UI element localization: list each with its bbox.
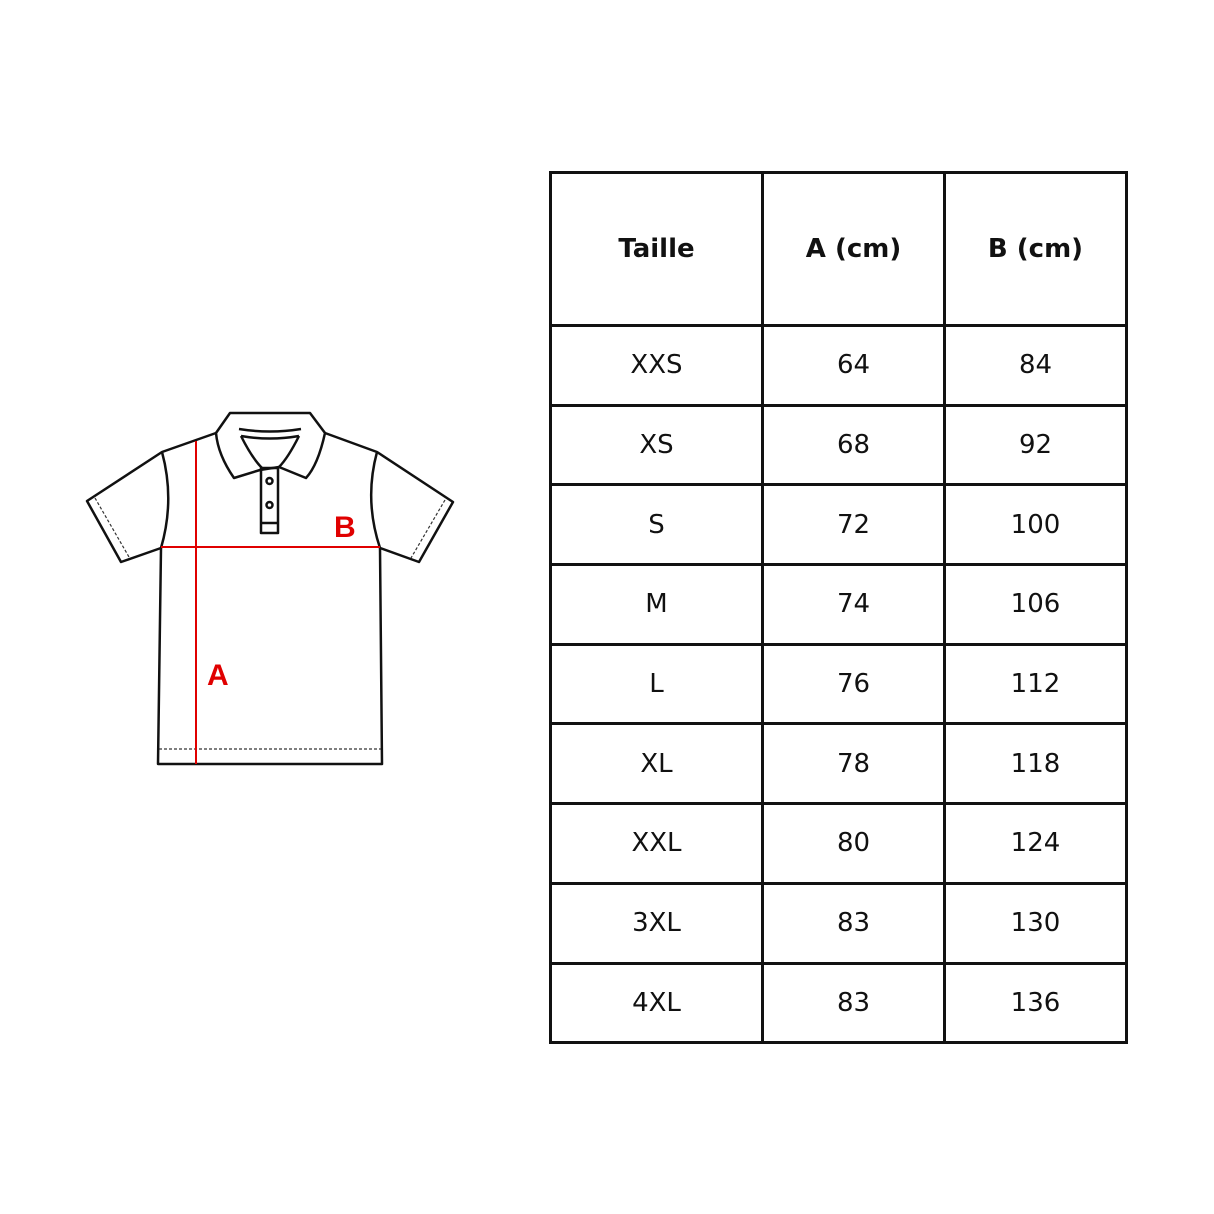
cell-size: XS — [549, 403, 764, 487]
cell-b: 106 — [943, 563, 1128, 646]
cell-size: 3XL — [549, 881, 764, 965]
cell-size: 4XL — [549, 961, 764, 1045]
table-row: XXL 80 124 — [549, 802, 1128, 885]
table-row: M 74 106 — [549, 563, 1128, 646]
cell-b: 84 — [943, 324, 1128, 407]
cell-size: M — [549, 563, 764, 646]
cell-a: 76 — [761, 642, 946, 726]
size-table: Taille A (cm) B (cm) XXS 64 84 XS 68 92 S 72 100… — [549, 171, 1128, 1045]
header-size: Taille — [549, 171, 764, 327]
button — [265, 476, 274, 486]
header-b: B (cm) — [943, 171, 1128, 327]
cell-size: XXS — [549, 324, 764, 407]
cell-a: 74 — [761, 563, 946, 646]
cell-b: 130 — [943, 881, 1128, 965]
table-row: L 76 112 — [549, 642, 1128, 726]
placket — [259, 466, 280, 535]
cell-b: 136 — [943, 961, 1128, 1045]
cell-a: 68 — [761, 403, 946, 487]
cell-b: 112 — [943, 642, 1128, 726]
sleeve-stitch-left — [94, 497, 130, 558]
cell-a: 78 — [761, 722, 946, 806]
sleeve-stitch-right — [410, 499, 446, 559]
cell-a: 64 — [761, 324, 946, 407]
right-armhole — [369, 451, 382, 549]
table-row: S 72 100 — [549, 483, 1128, 567]
cell-b: 118 — [943, 722, 1128, 806]
button — [265, 500, 274, 510]
cell-a: 83 — [761, 881, 946, 965]
cell-size: S — [549, 483, 764, 567]
cell-size: XXL — [549, 802, 764, 885]
header-a: A (cm) — [761, 171, 946, 327]
cell-b: 92 — [943, 403, 1128, 487]
cell-size: XL — [549, 722, 764, 806]
cell-a: 72 — [761, 483, 946, 567]
table-header-row: Taille A (cm) B (cm) — [549, 171, 1128, 327]
cell-a: 83 — [761, 961, 946, 1045]
label-b: B — [334, 511, 356, 544]
table-row: XL 78 118 — [549, 722, 1128, 806]
shirt-body-outline — [85, 431, 455, 766]
left-armhole — [159, 451, 170, 549]
table-row: XXS 64 84 — [549, 324, 1128, 407]
cell-b: 124 — [943, 802, 1128, 885]
cell-a: 80 — [761, 802, 946, 885]
cell-size: L — [549, 642, 764, 726]
table-row: 4XL 83 136 — [549, 961, 1128, 1045]
table-row: 3XL 83 130 — [549, 881, 1128, 965]
collar-band — [238, 427, 302, 469]
cell-b: 100 — [943, 483, 1128, 567]
label-a: A — [207, 659, 229, 692]
table-row: XS 68 92 — [549, 403, 1128, 487]
